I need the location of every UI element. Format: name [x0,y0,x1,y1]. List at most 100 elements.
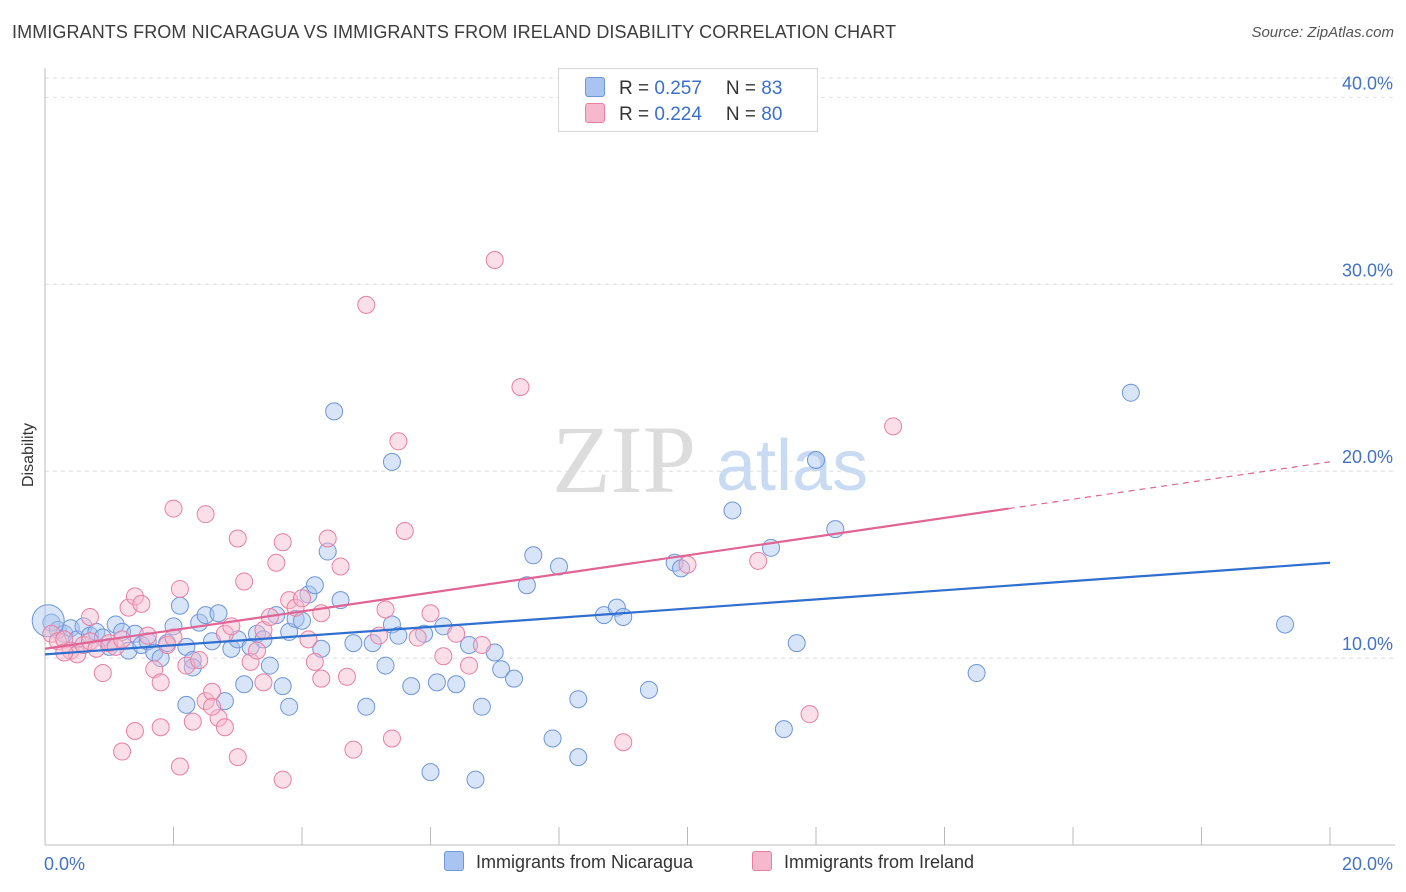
data-point-ireland [228,748,247,767]
data-point-nicaragua [607,598,626,617]
data-point-nicaragua [569,690,588,709]
y-tick-label: 30.0% [1342,260,1393,280]
data-point-nicaragua [460,636,479,655]
data-point-nicaragua [325,402,344,421]
data-point-ireland [235,572,254,591]
trend-line-ireland [44,507,1009,650]
data-point-ireland [254,673,273,692]
legend-swatch-blue [585,77,605,97]
data-point-ireland [132,594,151,613]
data-point-nicaragua [170,596,189,615]
data-point-ireland [228,529,247,548]
y-tick-label: 20.0% [1342,447,1393,467]
data-point-ireland [312,669,331,688]
x-tick-label: 20.0% [1342,854,1393,874]
source-label: Source: ZipAtlas.com [1251,24,1394,41]
data-point-ireland [55,630,74,649]
watermark-atlas: atlas [716,426,868,506]
data-point-ireland [113,742,132,761]
trend-line-nicaragua [44,561,1331,656]
data-point-ireland [183,712,202,731]
trend-line-ireland-extension [1008,461,1331,510]
legend-n-value: 83 [761,78,783,99]
data-point-ireland [273,770,292,789]
data-point-nicaragua [723,501,742,520]
legend-n-value: 80 [761,104,783,125]
data-point-ireland [190,650,209,669]
data-point-ireland [145,660,164,679]
data-point-nicaragua [260,656,279,675]
data-point-nicaragua [363,634,382,653]
data-point-nicaragua [106,615,125,634]
data-point-nicaragua [492,660,511,679]
data-point-nicaragua [447,675,466,694]
data-point-nicaragua [151,649,170,668]
data-point-nicaragua [382,452,401,471]
data-point-nicaragua [376,656,395,675]
axes [44,68,1395,846]
data-point-ireland [241,652,260,671]
data-point-nicaragua [569,748,588,767]
data-point-nicaragua [614,607,633,626]
data-point-ireland [382,729,401,748]
data-point-nicaragua [427,673,446,692]
data-point-ireland [460,656,479,675]
legend-n-label: N = [725,104,762,125]
bottom-legend-swatch-blue [444,851,464,871]
bottom-legend-nicaragua: Immigrants from Nicaragua [444,851,693,873]
data-point-nicaragua [209,604,228,623]
data-point-ireland [408,628,427,647]
y-tick-label: 10.0% [1342,634,1393,654]
data-point-ireland [749,551,768,570]
stats-legend: R = 0.257 N = 83 R = 0.224 N = 80 [558,68,818,132]
data-point-ireland [299,630,318,649]
data-point-nicaragua [421,763,440,782]
data-point-nicaragua [639,680,658,699]
y-tick-label: 40.0% [1342,73,1393,93]
data-point-nicaragua [273,677,292,696]
data-point-nicaragua [1276,615,1295,634]
data-point-ireland [125,721,144,740]
legend-swatch-pink [585,103,605,123]
data-point-nicaragua [177,695,196,714]
data-point-ireland [485,250,504,269]
data-point-ireland [170,757,189,776]
data-point-nicaragua [967,664,986,683]
data-point-nicaragua [357,697,376,716]
bottom-legend-swatch-pink [752,851,772,871]
data-point-nicaragua [1121,383,1140,402]
data-point-ireland [93,664,112,683]
data-point-ireland [376,600,395,619]
legend-row-ireland: R = 0.224 N = 80 [585,103,782,127]
data-point-ireland [511,378,530,397]
data-point-nicaragua [177,637,196,656]
data-point-nicaragua [389,626,408,645]
data-point-ireland [164,499,183,518]
series-nicaragua-points [31,383,1295,789]
data-point-nicaragua [312,639,331,658]
data-point-nicaragua [543,729,562,748]
legend-row-nicaragua: R = 0.257 N = 83 [585,77,782,101]
data-point-ireland [337,667,356,686]
data-point-ireland [357,295,376,314]
watermark: ZIP atlas [552,406,868,513]
grid-lines [45,77,1395,659]
bottom-legend-label: Immigrants from Ireland [784,852,975,872]
data-point-ireland [248,641,267,660]
data-point-nicaragua [787,634,806,653]
data-point-ireland [421,604,440,623]
chart-title: IMMIGRANTS FROM NICARAGUA VS IMMIGRANTS … [12,22,897,42]
legend-n-label: N = [725,78,762,99]
data-point-ireland [344,740,363,759]
data-point-nicaragua [344,634,363,653]
data-point-ireland [884,417,903,436]
data-point-nicaragua [235,675,254,694]
data-point-ireland [395,522,414,540]
data-point-nicaragua [517,576,536,595]
data-point-nicaragua [505,669,524,688]
bottom-legend-ireland: Immigrants from Ireland [752,851,974,873]
data-point-ireland [389,432,408,451]
bottom-legend-label: Immigrants from Nicaragua [476,852,694,872]
data-point-ireland [203,682,222,701]
